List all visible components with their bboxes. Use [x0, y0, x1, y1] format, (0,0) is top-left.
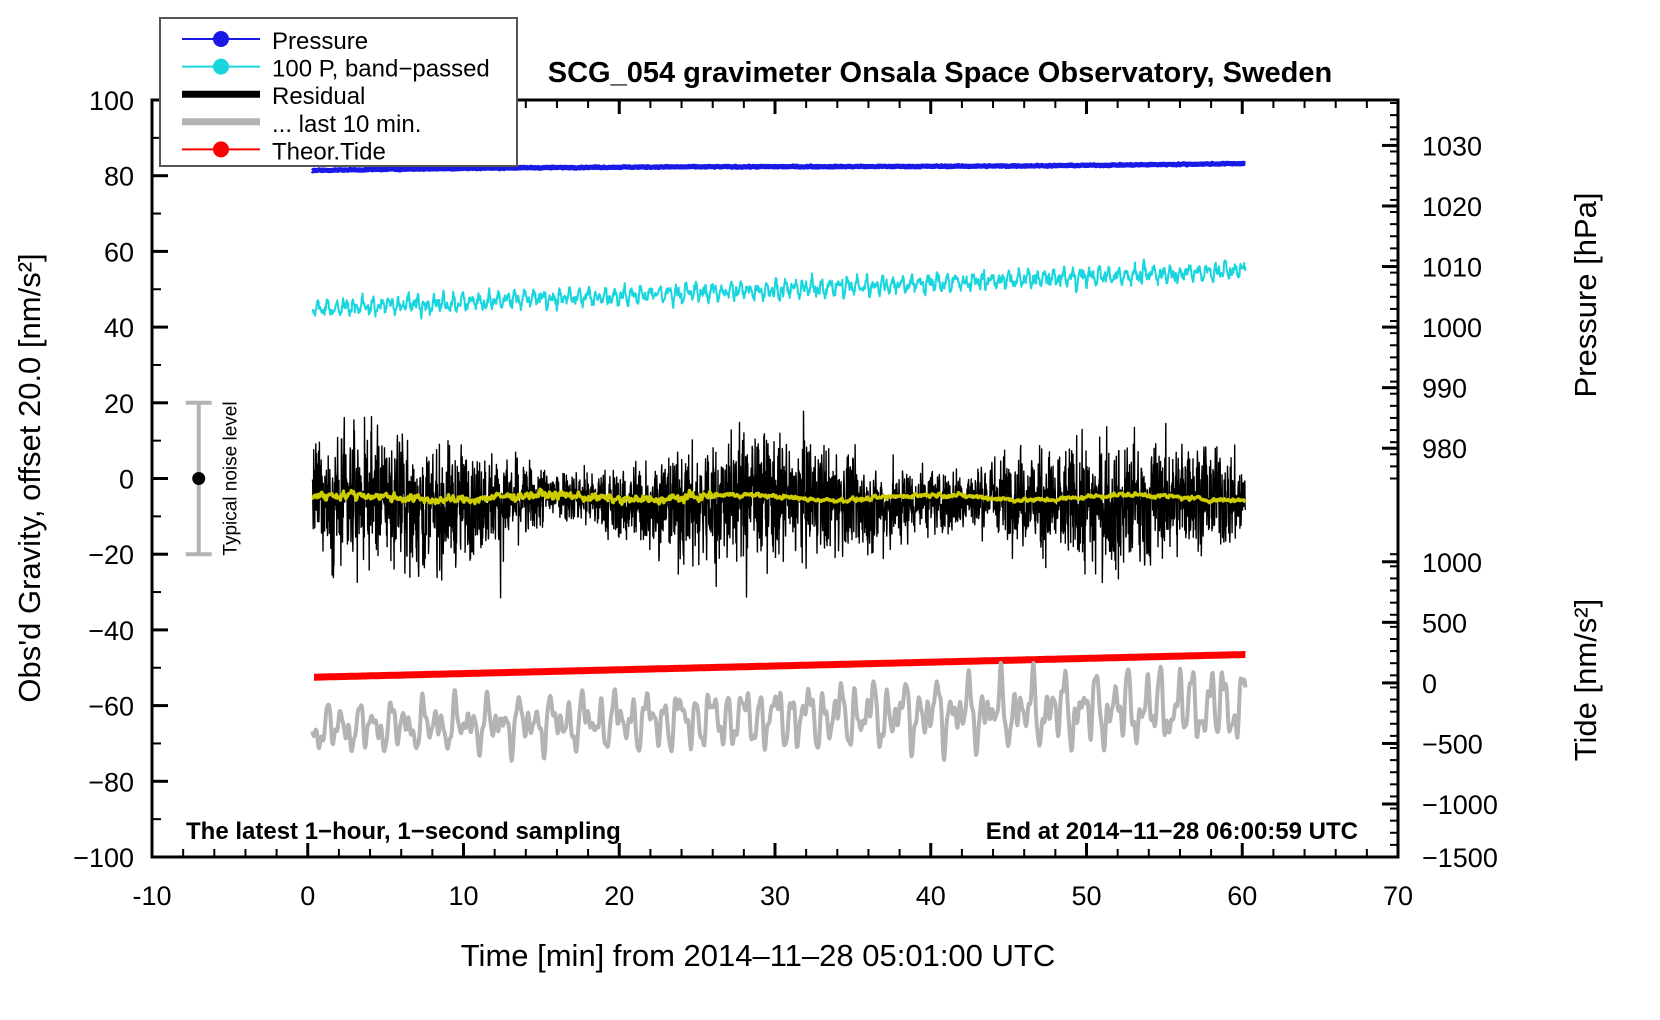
x-tick-label: 30: [760, 881, 790, 911]
y-tick-label: −20: [88, 540, 134, 570]
legend-label-4: Theor.Tide: [272, 138, 386, 165]
legend-label-3: ... last 10 min.: [272, 111, 421, 138]
y-tick-label: −80: [88, 767, 134, 797]
series-residual-smooth: [311, 487, 1247, 506]
series-last-10-min: [310, 660, 1248, 763]
tide-tick-label: −1000: [1422, 790, 1498, 820]
series-residual: [311, 410, 1247, 599]
series-pressure: [310, 160, 1248, 174]
tide-tick-label: 0: [1422, 669, 1437, 699]
x-tick-label: -10: [132, 881, 171, 911]
pressure-axis-title: Pressure [hPa]: [1568, 192, 1603, 397]
noise-level-label: Typical noise level: [221, 401, 242, 555]
chart-generated-content: -10 0 10 20 30 40 50 60 70100806040200−20−40−60−…: [12, 17, 1603, 973]
pressure-tick-label: 1030: [1422, 131, 1482, 161]
y-tick-label: −60: [88, 692, 134, 722]
pressure-tick-label: 1000: [1422, 313, 1482, 343]
legend-marker-4: [213, 141, 229, 158]
y-tick-label: 60: [104, 237, 134, 267]
y-tick-label: −100: [73, 843, 134, 873]
y-tick-label: 20: [104, 389, 134, 419]
end-time-note: End at 2014−11−28 06:00:59 UTC: [986, 818, 1358, 845]
pressure-tick-label: 1020: [1422, 192, 1482, 222]
tide-tick-label: −1500: [1422, 843, 1498, 873]
sampling-note: The latest 1−hour, 1−second sampling: [186, 818, 621, 845]
legend-label-2: Residual: [272, 83, 365, 110]
y-tick-label: 0: [119, 465, 134, 495]
series-theor-tide: [312, 651, 1248, 681]
x-tick-label: 0: [300, 881, 315, 911]
x-tick-label: 20: [604, 881, 634, 911]
x-tick-label: 40: [916, 881, 946, 911]
x-tick-label: 10: [448, 881, 478, 911]
tide-tick-label: 500: [1422, 608, 1467, 638]
x-axis-title: Time [min] from 2014–11–28 05:01:00 UTC: [461, 938, 1055, 973]
y-axis-title: Obs'd Gravity, offset 20.0 [nm/s²]: [12, 253, 47, 702]
legend-marker-0: [213, 31, 229, 47]
y-tick-label: 100: [89, 86, 134, 116]
y-tick-label: −40: [88, 616, 134, 646]
x-tick-label: 50: [1071, 881, 1101, 911]
noise-bar-center-dot: [192, 472, 206, 485]
pressure-tick-label: 990: [1422, 374, 1467, 404]
x-tick-label: 60: [1227, 881, 1257, 911]
pressure-tick-label: 1010: [1422, 253, 1482, 283]
chart-title: SCG_054 gravimeter Onsala Space Observat…: [548, 57, 1332, 89]
series-band-passed: [311, 258, 1247, 320]
tide-axis-title: Tide [nm/s²]: [1568, 599, 1603, 762]
y-tick-label: 80: [104, 162, 134, 192]
tide-tick-label: 1000: [1422, 548, 1482, 578]
y-tick-label: 40: [104, 313, 134, 343]
x-tick-label: 70: [1383, 881, 1413, 911]
pressure-tick-label: 980: [1422, 434, 1467, 464]
legend-marker-1: [213, 58, 229, 75]
tide-tick-label: −500: [1422, 729, 1483, 759]
legend-label-0: Pressure: [272, 28, 368, 55]
legend-label-1: 100 P, band−passed: [272, 56, 490, 83]
